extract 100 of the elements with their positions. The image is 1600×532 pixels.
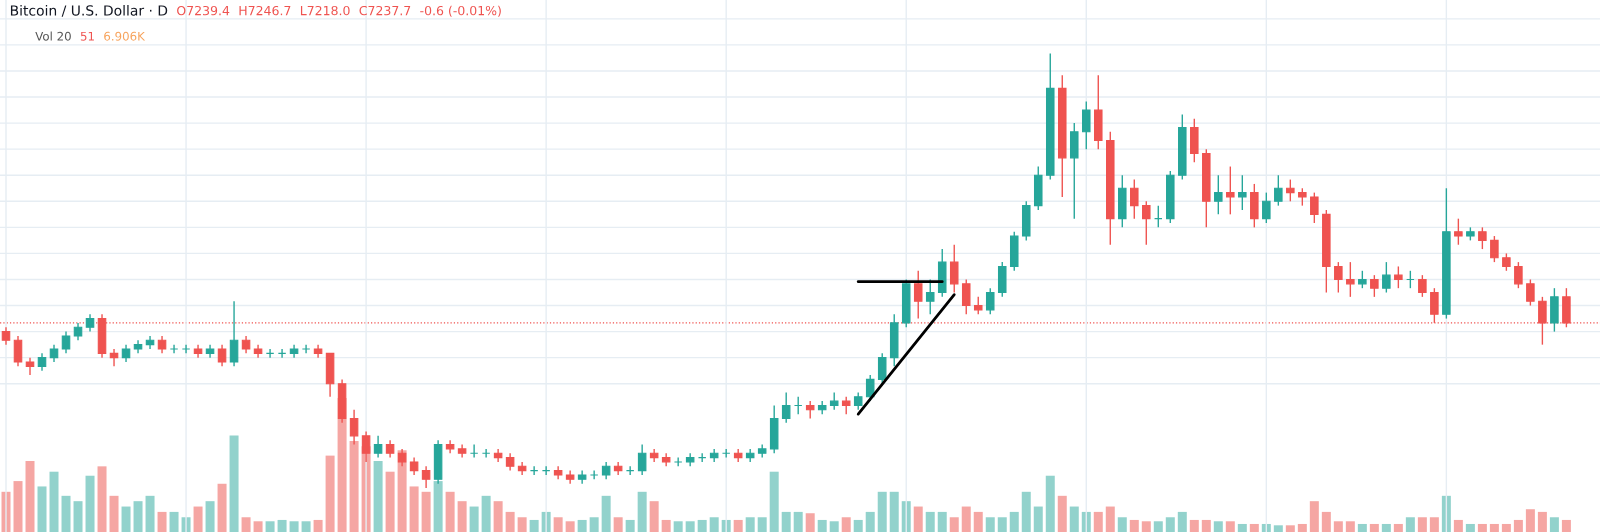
bar bbox=[1429, 517, 1439, 532]
bar bbox=[1153, 521, 1163, 532]
bar bbox=[253, 521, 263, 532]
bar bbox=[1405, 517, 1415, 532]
bar bbox=[949, 517, 959, 532]
bar bbox=[1093, 511, 1103, 532]
bar bbox=[1273, 525, 1283, 532]
bar bbox=[241, 517, 251, 532]
candlestick bbox=[1346, 261, 1355, 298]
bar bbox=[73, 501, 83, 532]
bar bbox=[1345, 521, 1355, 532]
candlestick bbox=[373, 435, 383, 459]
bar bbox=[529, 519, 539, 532]
bar bbox=[421, 491, 431, 532]
bar bbox=[1561, 519, 1571, 532]
candlestick bbox=[1286, 178, 1295, 202]
bar bbox=[757, 517, 767, 532]
candlestick bbox=[913, 270, 923, 320]
bar bbox=[649, 501, 659, 532]
bar bbox=[1321, 511, 1331, 532]
bar bbox=[577, 519, 587, 532]
bar bbox=[889, 491, 899, 532]
bar bbox=[349, 440, 359, 532]
bar bbox=[805, 513, 815, 532]
bar bbox=[157, 511, 167, 532]
candlestick bbox=[1454, 217, 1463, 246]
candlestick bbox=[1526, 278, 1535, 307]
candlestick bbox=[1214, 174, 1223, 216]
bar bbox=[685, 521, 695, 532]
bar bbox=[1189, 519, 1199, 532]
text: 6.906K bbox=[104, 31, 146, 41]
bar bbox=[1009, 511, 1019, 532]
candlestick bbox=[1262, 191, 1271, 224]
bar bbox=[901, 501, 911, 532]
bar bbox=[565, 521, 575, 532]
candlestick bbox=[1514, 261, 1523, 289]
candlestick bbox=[637, 443, 647, 476]
bar bbox=[1201, 519, 1211, 532]
bar bbox=[793, 511, 803, 532]
bar bbox=[133, 501, 143, 532]
candlestick bbox=[949, 244, 959, 294]
bar bbox=[1129, 519, 1139, 532]
bar bbox=[661, 519, 671, 532]
bar bbox=[1069, 506, 1079, 532]
bar bbox=[1177, 511, 1187, 532]
bar bbox=[769, 471, 779, 532]
bar bbox=[1525, 509, 1535, 532]
bar bbox=[673, 521, 683, 532]
candlestick bbox=[61, 330, 71, 355]
candlestick bbox=[589, 469, 599, 481]
text: C7237.7 bbox=[359, 5, 411, 16]
bar bbox=[493, 501, 503, 532]
bar bbox=[193, 506, 203, 532]
bar bbox=[1357, 523, 1367, 532]
bar bbox=[553, 517, 563, 532]
bar bbox=[1213, 521, 1223, 532]
bar bbox=[445, 491, 455, 532]
candlestick bbox=[877, 352, 887, 385]
bar bbox=[601, 495, 611, 532]
bar bbox=[637, 491, 647, 532]
text: L7218.0 bbox=[300, 5, 350, 16]
bar bbox=[913, 506, 923, 532]
bar bbox=[745, 517, 755, 532]
bar bbox=[121, 506, 131, 532]
bar bbox=[853, 519, 863, 532]
chart-title: Vol 20 bbox=[35, 31, 71, 41]
bar bbox=[1105, 506, 1115, 532]
bar bbox=[25, 460, 35, 532]
bar bbox=[313, 519, 323, 532]
bar bbox=[1489, 523, 1499, 532]
bar bbox=[733, 519, 743, 532]
candlestick bbox=[229, 300, 239, 368]
bar bbox=[697, 519, 707, 532]
bar bbox=[409, 486, 419, 532]
bar bbox=[709, 517, 719, 532]
bar bbox=[325, 455, 335, 532]
bar bbox=[817, 519, 827, 532]
bar bbox=[625, 519, 635, 532]
bar bbox=[469, 506, 479, 532]
bar bbox=[1393, 523, 1403, 532]
candlestick bbox=[1370, 274, 1379, 298]
bar bbox=[613, 517, 623, 532]
bar bbox=[277, 519, 287, 532]
bar bbox=[1165, 517, 1175, 532]
bar bbox=[985, 517, 995, 532]
candlestick bbox=[1081, 100, 1091, 150]
text: -0.6 (-0.01%) bbox=[420, 5, 501, 17]
bar bbox=[589, 517, 599, 532]
candlestick bbox=[1226, 165, 1235, 216]
candlestick bbox=[1418, 274, 1427, 298]
candlestick bbox=[1478, 226, 1487, 250]
bar bbox=[481, 495, 491, 532]
bar bbox=[829, 521, 839, 532]
bar bbox=[1285, 525, 1295, 532]
chart-title: Bitcoin / U.S. Dollar · D bbox=[10, 4, 168, 17]
bar bbox=[1297, 523, 1307, 532]
bar bbox=[997, 517, 1007, 532]
candlestick bbox=[1130, 178, 1139, 220]
candlestick bbox=[169, 343, 179, 355]
bar bbox=[1381, 523, 1391, 532]
